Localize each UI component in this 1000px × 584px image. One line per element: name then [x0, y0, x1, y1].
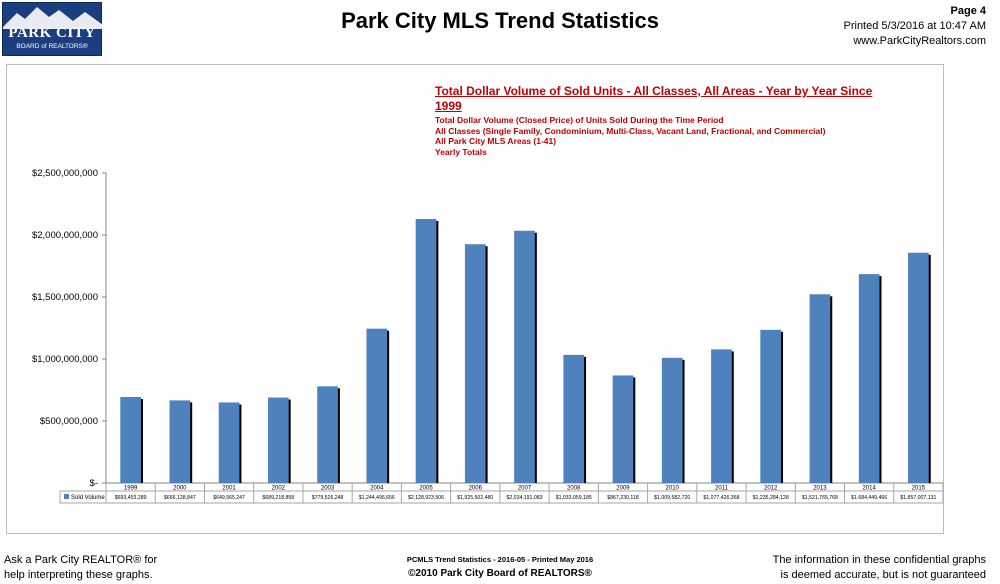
bar [317, 386, 338, 483]
logo-text: PARK CITY [8, 25, 96, 41]
footer-right-line: is deemed accurate, but is not guarantee… [780, 569, 986, 581]
data-label: $779,526,248 [312, 495, 344, 501]
bar [760, 329, 782, 483]
data-label: $1,521,765,768 [802, 495, 838, 501]
bar [366, 328, 388, 483]
data-label: $689,218,858 [262, 495, 294, 501]
bar [809, 294, 831, 483]
x-tick-label: 2014 [862, 486, 876, 492]
data-label: $867,230,118 [607, 495, 638, 501]
legend-swatch [64, 494, 69, 499]
data-label: $1,235,284,128 [753, 495, 789, 501]
subtitle-line: All Park City MLS Areas (1-41) [435, 136, 557, 146]
bar [514, 230, 535, 483]
subtitle-line: All Classes (Single Family, Condominium,… [435, 125, 826, 136]
x-tick-label: 2002 [272, 486, 286, 492]
bar [120, 397, 141, 483]
bar [415, 219, 437, 483]
data-label: $1,244,496,656 [359, 495, 395, 501]
x-tick-label: 2012 [764, 486, 778, 492]
data-label: $649,565,247 [213, 495, 245, 501]
subtitle-line: Total Dollar Volume (Closed Price) of Un… [435, 115, 724, 125]
chart-frame [6, 64, 944, 534]
data-label: $1,009,582,720 [654, 495, 690, 501]
x-tick-label: 2009 [616, 486, 630, 492]
chart-title: Total Dollar Volume of Sold Units - All … [435, 84, 873, 113]
data-label: $1,857,007,131 [900, 495, 936, 501]
y-tick-label: $2,000,000,000 [32, 230, 98, 241]
footer-disclaimer: The information in these confidential gr… [773, 553, 986, 583]
footer-help-note: Ask a Park City REALTOR® for help interp… [4, 553, 157, 583]
legend-label: Sold Volume [71, 495, 105, 501]
bar [711, 349, 732, 483]
mountain-icon [3, 7, 103, 29]
data-label: $1,033,059,185 [556, 495, 592, 501]
park-city-board-logo: PARK CITY BOARD of REALTORS® [2, 2, 103, 56]
x-tick-label: 2004 [370, 486, 384, 492]
x-tick-label: 2005 [419, 486, 433, 492]
page-number: Page 4 [950, 5, 986, 17]
x-tick-label: 2013 [813, 486, 827, 492]
data-label: $1,077,426,368 [703, 495, 739, 501]
bar [612, 375, 634, 483]
bar [169, 400, 191, 483]
chart-subtitle: Total Dollar Volume (Closed Price) of Un… [435, 115, 825, 157]
bar [563, 354, 585, 483]
data-label: $2,128,923,506 [408, 495, 444, 501]
bar [908, 252, 929, 483]
data-label: $1,925,502,480 [457, 495, 493, 501]
footer-copyright: ©2010 Park City Board of REALTORS® [408, 568, 592, 579]
y-tick-label: $2,500,000,000 [32, 168, 98, 179]
x-tick-label: 2001 [222, 486, 236, 492]
x-tick-label: 2006 [469, 486, 483, 492]
logo-subtext: BOARD of REALTORS® [16, 43, 88, 50]
print-info: Page 4 Printed 5/3/2016 at 10:47 AM www.… [844, 4, 987, 49]
x-tick-label: 2011 [715, 486, 729, 492]
x-tick-label: 2008 [567, 486, 581, 492]
bar [218, 402, 240, 483]
bar [661, 357, 683, 483]
x-tick-label: 2003 [321, 486, 335, 492]
bar [858, 274, 880, 483]
y-tick-label: $1,500,000,000 [32, 292, 98, 303]
data-label: $666,128,847 [164, 495, 196, 501]
bar [464, 244, 486, 483]
data-label: $1,684,449,466 [851, 495, 887, 501]
subtitle-line: Yearly Totals [435, 146, 487, 157]
y-tick-label: $1,000,000,000 [32, 354, 98, 365]
x-tick-label: 2010 [666, 486, 680, 492]
y-tick-label: $- [90, 478, 98, 489]
website-link[interactable]: www.ParkCityRealtors.com [853, 35, 986, 47]
footer-report-info: PCMLS Trend Statistics - 2016-05 - Print… [406, 555, 594, 564]
x-tick-label: 1999 [124, 486, 138, 492]
footer-left-line: help interpreting these graphs. [4, 569, 153, 581]
printed-timestamp: Printed 5/3/2016 at 10:47 AM [843, 20, 987, 32]
y-tick-label: $500,000,000 [40, 416, 98, 427]
page-title: Park City MLS Trend Statistics [341, 8, 659, 33]
data-label: $693,453,289 [115, 495, 147, 501]
x-tick-label: 2015 [912, 486, 926, 492]
footer-right-line: The information in these confidential gr… [772, 554, 986, 566]
x-tick-label: 2000 [173, 486, 187, 492]
bar [267, 397, 289, 483]
data-label: $2,034,191,083 [506, 495, 542, 501]
x-tick-label: 2007 [518, 486, 532, 492]
footer-left-line: Ask a Park City REALTOR® for [4, 554, 158, 566]
footer-center: PCMLS Trend Statistics - 2016-05 - Print… [0, 555, 1000, 579]
